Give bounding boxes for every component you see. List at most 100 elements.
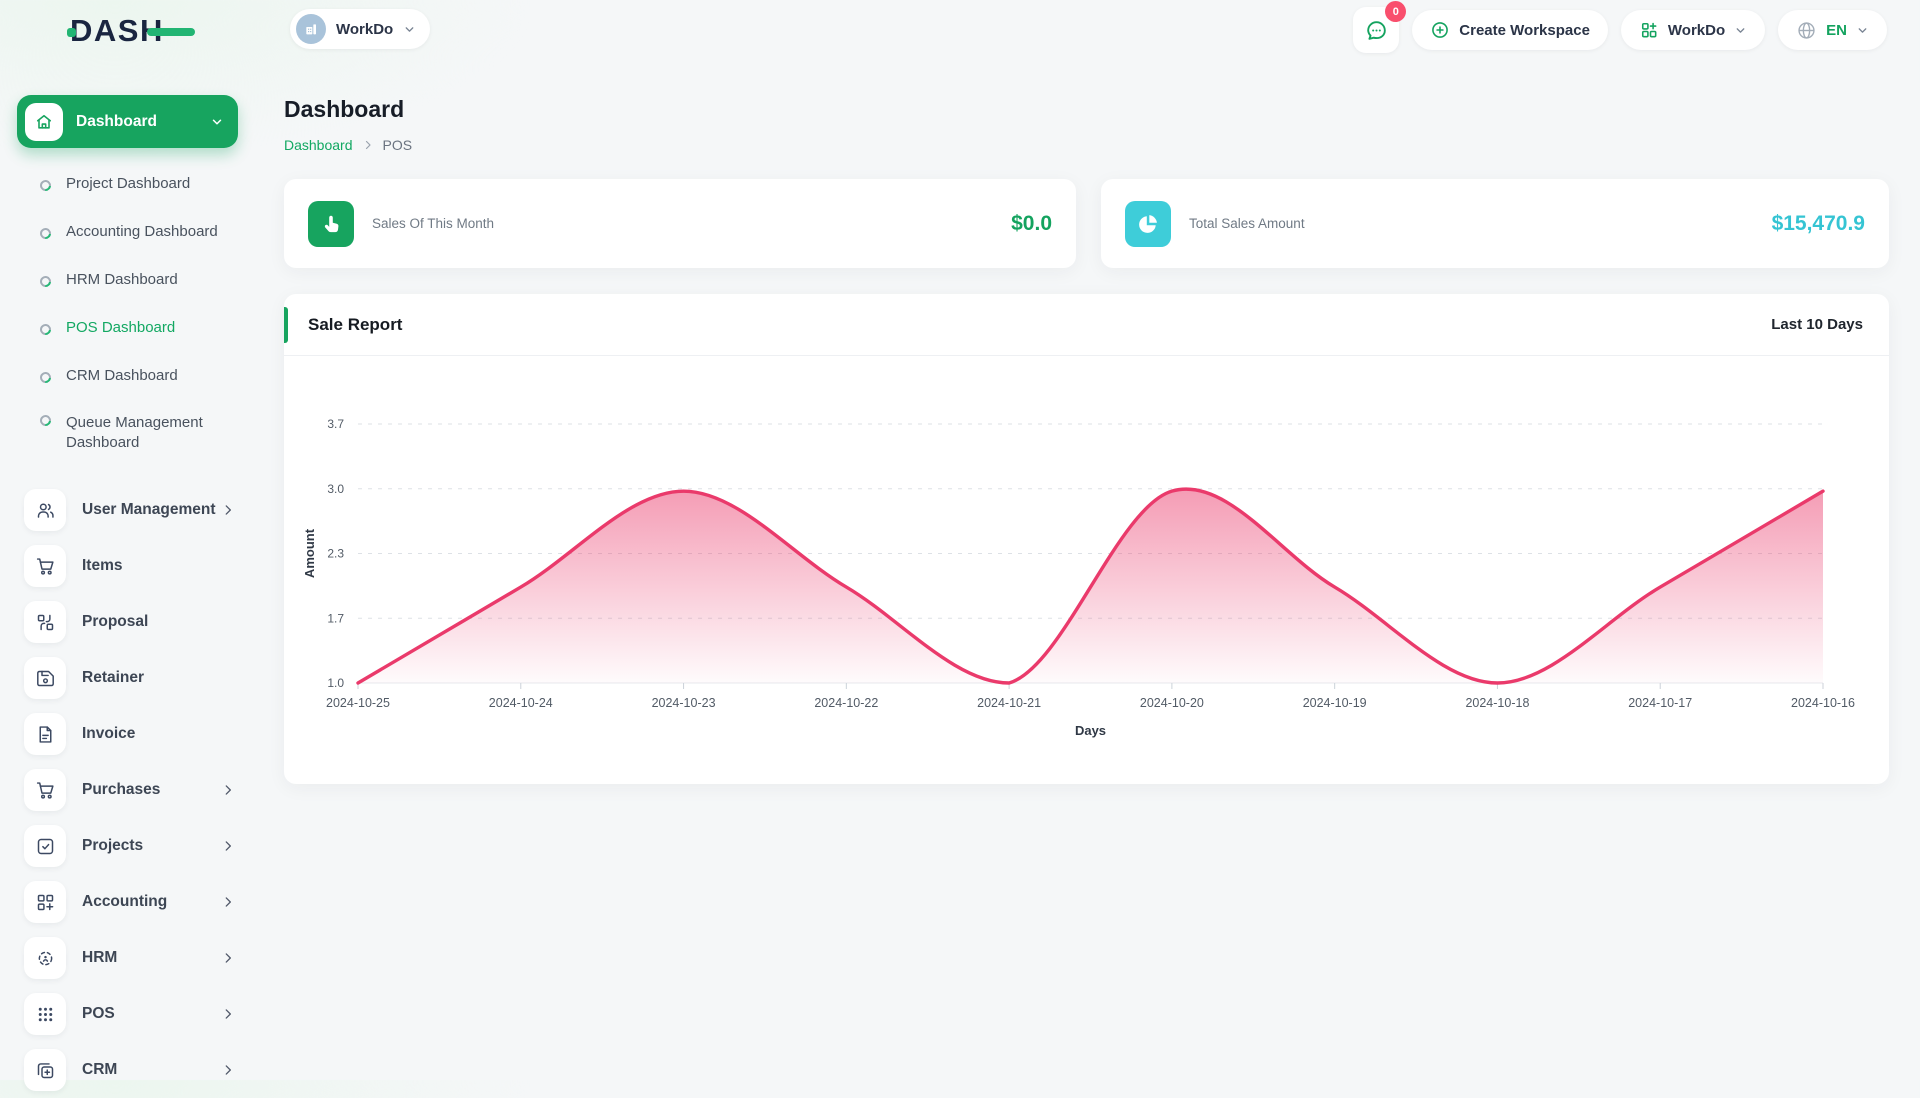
cart-icon	[24, 769, 66, 811]
x-tick-label: 2024-10-17	[1628, 696, 1692, 710]
building-icon	[306, 24, 316, 35]
dashboard-submenu: Project Dashboard Accounting Dashboard H…	[0, 160, 285, 468]
x-tick-label: 2024-10-21	[977, 696, 1041, 710]
chevron-down-icon	[1858, 27, 1867, 33]
invoice-icon	[24, 713, 66, 755]
x-tick-label: 2024-10-20	[1140, 696, 1204, 710]
sidebar-item-pos[interactable]: POS	[0, 986, 285, 1042]
breadcrumb-dashboard-link[interactable]: Dashboard	[284, 137, 353, 153]
proposal-icon	[24, 601, 66, 643]
x-tick-label: 2024-10-24	[489, 696, 553, 710]
sales-line-series	[356, 487, 1825, 685]
x-tick-label: 2024-10-18	[1465, 696, 1529, 710]
sale-report-chart: 1.0 1.7 2.3 3.0 3.7 2024-10-25 2024-10-24 2024-…	[302, 417, 1855, 738]
sidebar-item-project-dashboard[interactable]: Project Dashboard	[0, 160, 285, 208]
y-tick-label: 2.3	[327, 547, 344, 561]
logo-text: DASH	[70, 13, 164, 48]
messages-count-badge: 0	[1385, 1, 1407, 22]
chevron-down-icon	[1736, 27, 1745, 33]
chevron-right-icon	[221, 839, 235, 853]
workdo-menu-label: WorkDo	[1667, 21, 1726, 39]
stat-card-sales-of-this-month: Sales Of This Month $0.0	[284, 179, 1076, 268]
chevron-right-icon	[221, 1063, 235, 1077]
bullet-icon	[37, 369, 54, 385]
x-tick-label: 2024-10-25	[326, 696, 390, 710]
chevron-right-icon	[221, 783, 235, 797]
sale-report-card: Sale Report Last 10 Days 1.0 1.7 2.3 3.0 3.7…	[284, 294, 1889, 784]
bullet-icon	[37, 273, 54, 289]
breadcrumb: Dashboard POS	[284, 137, 412, 153]
check-square-icon	[24, 825, 66, 867]
chevron-right-icon	[221, 503, 235, 517]
logo-dash-accent	[147, 28, 195, 36]
messages-button[interactable]: 0	[1353, 1, 1407, 53]
focus-icon	[24, 937, 66, 979]
frames-icon	[24, 1049, 66, 1091]
y-tick-label: 1.7	[327, 611, 344, 625]
pie-chart-icon	[1125, 200, 1171, 247]
sidebar-item-pos-dashboard[interactable]: POS Dashboard	[0, 304, 285, 352]
chevron-right-icon	[221, 1007, 235, 1021]
sidebar-item-crm-dashboard[interactable]: CRM Dashboard	[0, 352, 285, 400]
dots-grid-icon	[24, 993, 66, 1035]
create-workspace-label: Create Workspace	[1459, 21, 1590, 39]
bullet-icon	[37, 225, 54, 241]
sales-area-fill	[358, 489, 1823, 683]
y-tick-label: 3.7	[327, 417, 344, 431]
sidebar-item-queue-management-dashboard[interactable]: Queue Management Dashboard	[0, 400, 285, 468]
sidebar-item-accounting-dashboard[interactable]: Accounting Dashboard	[0, 208, 285, 256]
page-title: Dashboard	[284, 96, 405, 122]
chevron-right-icon	[221, 895, 235, 909]
home-icon	[25, 102, 63, 141]
sidebar-item-retainer[interactable]: Retainer	[0, 650, 285, 706]
sale-report-range-label: Last 10 Days	[1771, 316, 1863, 333]
workdo-apps-menu[interactable]: WorkDo	[1620, 10, 1766, 50]
sale-report-title: Sale Report	[308, 315, 403, 334]
chevron-down-icon	[405, 26, 414, 32]
sidebar-item-crm[interactable]: CRM	[0, 1042, 285, 1098]
x-axis-title: Days	[1075, 723, 1106, 738]
sidebar-item-projects[interactable]: Projects	[0, 818, 285, 874]
workspace-name: WorkDo	[336, 20, 394, 38]
sidebar-item-invoice[interactable]: Invoice	[0, 706, 285, 762]
x-tick-label: 2024-10-22	[814, 696, 878, 710]
sidebar-item-hrm-dashboard[interactable]: HRM Dashboard	[0, 256, 285, 304]
sidebar-sections: User Management Items Proposal Reta	[0, 482, 285, 1098]
users-icon	[24, 489, 66, 531]
x-tick-label: 2024-10-23	[652, 696, 716, 710]
logo-dot-accent	[67, 28, 76, 37]
sidebar-item-items[interactable]: Items	[0, 538, 285, 594]
cart-icon	[24, 545, 66, 587]
language-menu[interactable]: EN	[1778, 10, 1887, 50]
plus-circle-icon	[1432, 22, 1449, 38]
language-code: EN	[1826, 21, 1847, 39]
chevron-right-icon	[365, 140, 371, 150]
sidebar-item-dashboard[interactable]: Dashboard	[17, 95, 238, 148]
breadcrumb-current: POS	[382, 137, 413, 153]
sidebar: Dashboard Project Dashboard Accounting D…	[0, 58, 285, 1091]
chat-icon	[1367, 20, 1386, 40]
stat-label: Total Sales Amount	[1189, 216, 1305, 231]
grid-plus-icon	[24, 881, 66, 923]
accent-bar	[284, 307, 288, 343]
sidebar-item-purchases[interactable]: Purchases	[0, 762, 285, 818]
chevron-down-icon	[212, 118, 222, 125]
sidebar-item-proposal[interactable]: Proposal	[0, 594, 285, 650]
create-workspace-button[interactable]: Create Workspace	[1412, 10, 1608, 50]
header-actions: 0 Create Workspace WorkDo EN	[1353, 1, 1887, 53]
stat-value: $15,470.9	[1771, 211, 1865, 235]
sidebar-item-user-management[interactable]: User Management	[0, 482, 285, 538]
workspace-switcher[interactable]: WorkDo	[290, 9, 431, 49]
app-logo[interactable]: DASH	[67, 13, 195, 49]
workspace-avatar	[296, 14, 326, 44]
sidebar-item-hrm[interactable]: HRM	[0, 930, 285, 986]
apps-add-icon	[1641, 22, 1657, 38]
sale-report-header: Sale Report Last 10 Days	[284, 294, 1889, 356]
x-tick-label: 2024-10-16	[1791, 696, 1855, 710]
sidebar-item-accounting[interactable]: Accounting	[0, 874, 285, 930]
stat-value: $0.0	[1011, 211, 1052, 235]
y-tick-label: 3.0	[327, 482, 344, 496]
retainer-icon	[24, 657, 66, 699]
globe-icon	[1798, 21, 1815, 39]
